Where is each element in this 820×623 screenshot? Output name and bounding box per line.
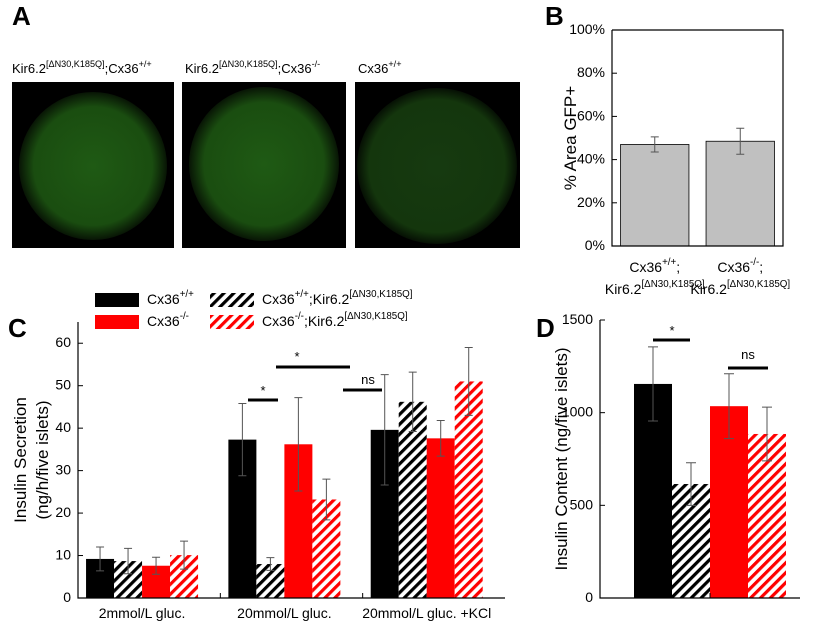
image <box>182 82 346 248</box>
annotation: ns <box>741 347 755 362</box>
bar <box>705 140 775 247</box>
error-bar <box>686 462 696 506</box>
error-bar <box>380 374 389 486</box>
image-caption: Kir6.2[ΔN30,K185Q];Cx36-/- <box>185 59 320 76</box>
y-axis-label: % Area GFP+ <box>561 86 580 190</box>
y-tick-label: 0% <box>585 237 605 253</box>
legend-label: Cx36-/- <box>147 311 189 329</box>
y-tick-label: 1000 <box>562 403 593 419</box>
x-tick-label: 2mmol/L gluc. <box>99 605 186 621</box>
bar <box>454 381 483 598</box>
bar <box>620 144 690 247</box>
y-tick-label: 30 <box>55 461 71 477</box>
y-tick-label: 60% <box>577 107 605 123</box>
y-tick-label: 0 <box>585 589 593 605</box>
axis <box>611 29 784 247</box>
error-bar <box>762 406 772 462</box>
error-bar <box>96 546 105 572</box>
error-bar <box>464 346 473 416</box>
legend-label: Cx36+/+;Kir6.2[ΔN30,K185Q] <box>262 289 413 307</box>
error-bar <box>294 397 303 492</box>
legend-label: Cx36+/+ <box>147 289 194 307</box>
error-bar <box>650 136 659 153</box>
y-tick-label: 500 <box>570 496 594 512</box>
y-tick-label: 10 <box>55 546 71 562</box>
error-bar <box>180 540 189 570</box>
annotation: * <box>260 383 265 398</box>
error-bar <box>322 478 331 521</box>
annotation: * <box>294 349 299 364</box>
annotation: ns <box>361 372 375 387</box>
legend-swatch <box>95 315 139 329</box>
y-tick-label: 40% <box>577 150 605 166</box>
legend-swatch <box>95 293 139 307</box>
y-axis-label: (ng/h/five islets) <box>33 400 52 519</box>
x-tick-label: Cx36-/-; <box>717 257 763 275</box>
bar <box>398 401 427 598</box>
error-bar <box>724 373 734 440</box>
y-tick-label: 50 <box>55 376 71 392</box>
error-bar <box>736 127 745 155</box>
panel-label: B <box>545 1 564 31</box>
legend-swatch <box>210 315 254 329</box>
axis <box>599 320 800 599</box>
legend-swatch <box>210 293 254 307</box>
y-tick-label: 40 <box>55 419 71 435</box>
x-tick-label: 20mmol/L gluc. +KCl <box>362 605 491 621</box>
panel-label: C <box>8 313 27 343</box>
error-bar <box>648 346 658 422</box>
error-bar <box>152 556 161 575</box>
y-axis-label: Insulin Content (ng/five islets) <box>552 348 571 571</box>
annotation: * <box>669 323 674 338</box>
x-tick-label: Cx36+/+; <box>629 257 680 275</box>
error-bar <box>436 420 445 457</box>
error-bar <box>266 557 275 571</box>
y-tick-label: 100% <box>569 21 605 37</box>
image-caption: Cx36+/+ <box>358 59 402 76</box>
y-tick-label: 80% <box>577 64 605 80</box>
image <box>12 82 174 248</box>
legend-label: Cx36-/-;Kir6.2[ΔN30,K185Q] <box>262 311 408 329</box>
y-tick-label: 60 <box>55 334 71 350</box>
axis <box>77 322 505 599</box>
y-tick-label: 0 <box>63 589 71 605</box>
error-bar <box>408 371 417 433</box>
y-tick-label: 20 <box>55 504 71 520</box>
image <box>355 82 520 248</box>
y-tick-label: 20% <box>577 194 605 210</box>
bar <box>426 438 455 598</box>
x-tick-label: 20mmol/L gluc. <box>237 605 331 621</box>
x-tick-label: Kir6.2[ΔN30,K185Q] <box>690 279 790 297</box>
error-bar <box>124 547 133 575</box>
panel-label: A <box>12 1 31 31</box>
y-axis-label: Insulin Secretion <box>11 397 30 523</box>
error-bar <box>238 403 247 477</box>
y-tick-label: 1500 <box>562 311 593 327</box>
image-caption: Kir6.2[ΔN30,K185Q];Cx36+/+ <box>12 59 152 76</box>
x-tick-label: Kir6.2[ΔN30,K185Q] <box>605 279 705 297</box>
panel-label: D <box>536 313 555 343</box>
